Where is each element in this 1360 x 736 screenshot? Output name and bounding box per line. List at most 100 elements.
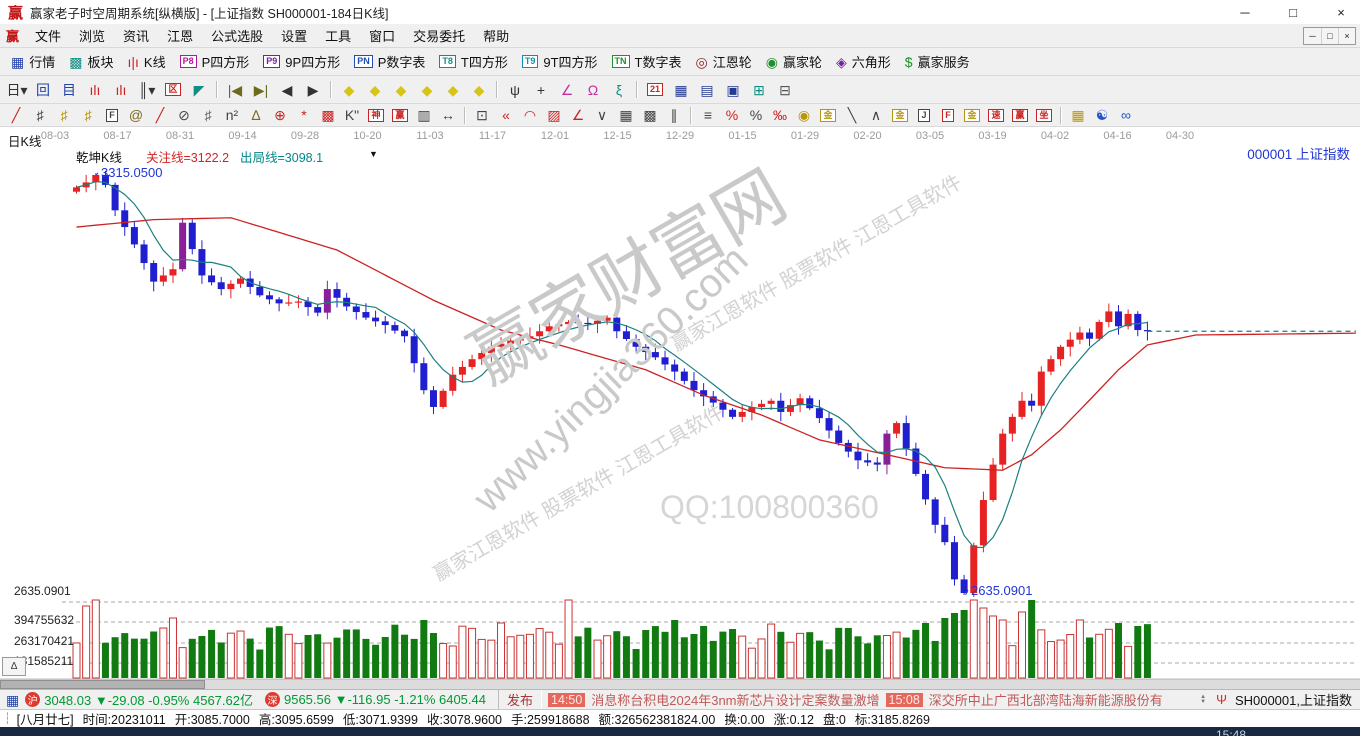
sectors-button[interactable]: ▩ 板块: [62, 50, 120, 73]
winner-wheel-button[interactable]: ◉ 赢家轮: [759, 50, 829, 73]
grid-box-red-icon[interactable]: ▨: [543, 106, 565, 124]
compass-tool-icon[interactable]: ⊕: [269, 106, 291, 124]
child-close-button[interactable]: ×: [1338, 28, 1355, 44]
quotes-button[interactable]: ▦ 行情: [4, 50, 62, 73]
taiji-icon[interactable]: ☯: [1091, 106, 1113, 124]
sit-angle-icon[interactable]: 坐: [1033, 106, 1055, 124]
p-number-table-button[interactable]: PN P数字表: [347, 50, 432, 73]
diamond-v-expand-icon[interactable]: ◆: [441, 79, 465, 100]
speed-angle-icon[interactable]: 速: [985, 106, 1007, 124]
kline-mode-icon[interactable]: 区: [161, 79, 185, 100]
grid-tool-icon[interactable]: ♯: [29, 106, 51, 124]
j-angle-icon[interactable]: J: [913, 106, 935, 124]
diamond-expand-all-icon[interactable]: ◆: [467, 79, 491, 100]
hexagon-button[interactable]: ◈ 六角形: [829, 50, 898, 73]
angle-measure-tool-icon[interactable]: ∠: [555, 79, 579, 100]
ruler-box-icon[interactable]: ▥: [413, 106, 435, 124]
grid-box-1-icon[interactable]: ▦: [615, 106, 637, 124]
fan-lines-icon[interactable]: «: [495, 106, 517, 124]
maximize-button[interactable]: □: [1289, 4, 1297, 20]
gann-wheel-button[interactable]: ◎ 江恩轮: [689, 50, 759, 73]
market-grid-icon[interactable]: ▦: [6, 691, 20, 708]
menu-item[interactable]: 窗口: [369, 29, 396, 44]
percent-7-icon[interactable]: %: [721, 106, 743, 124]
color-flag-icon[interactable]: ◤: [187, 79, 211, 100]
gold-circle-icon[interactable]: ◉: [793, 106, 815, 124]
diamond-h-expand-icon[interactable]: ◆: [415, 79, 439, 100]
period-day-dropdown-icon[interactable]: 日▾: [5, 79, 29, 100]
menu-item[interactable]: 文件: [35, 29, 62, 44]
fibo-list-icon[interactable]: ≡: [697, 106, 719, 124]
kline-button[interactable]: ı|ı K线: [121, 50, 173, 73]
v-lines-icon[interactable]: ∨: [591, 106, 613, 124]
diamond-left-icon[interactable]: ◆: [337, 79, 361, 100]
print-send-icon[interactable]: ⊟: [773, 79, 797, 100]
grid-box-2-icon[interactable]: ▩: [639, 106, 661, 124]
first-page-icon[interactable]: |◀: [223, 79, 247, 100]
hand-tool-icon[interactable]: ψ: [503, 79, 527, 100]
fibo-grid-icon[interactable]: F: [101, 106, 123, 124]
win-tool-icon[interactable]: 赢: [389, 106, 411, 124]
news-headline[interactable]: 消息称台积电2024年3nm新芯片设计定案数量激增: [591, 693, 880, 708]
pen-icon[interactable]: ╱: [5, 106, 27, 124]
kline-chart-canvas[interactable]: [0, 127, 1360, 679]
last-page-icon[interactable]: ▶|: [249, 79, 273, 100]
crosshair-tool-icon[interactable]: +: [529, 79, 553, 100]
grid-yellow-icon[interactable]: ▦: [1067, 106, 1089, 124]
p-square-button[interactable]: P8 P四方形: [173, 50, 257, 73]
pen-2-icon[interactable]: ╱: [149, 106, 171, 124]
menu-item[interactable]: 浏览: [79, 29, 106, 44]
diamond-right-icon[interactable]: ◆: [363, 79, 387, 100]
h-measure-icon[interactable]: ↔: [437, 106, 459, 124]
chart-hscrollbar[interactable]: [0, 679, 1360, 689]
menu-item[interactable]: 帮助: [483, 29, 510, 44]
news-headline[interactable]: 深交所中止广西北部湾陆海新能源股份有: [928, 693, 1163, 708]
shen-tool-icon[interactable]: 神: [365, 106, 387, 124]
t-square-button[interactable]: T8 T四方形: [432, 50, 514, 73]
gold-grid-1-icon[interactable]: ♯: [53, 106, 75, 124]
window-layout-icon[interactable]: 回: [31, 79, 55, 100]
gold-angle-icon[interactable]: 金: [961, 106, 983, 124]
save-icon[interactable]: ▣: [721, 79, 745, 100]
spiral-tool-icon[interactable]: @: [125, 106, 147, 124]
circle-grid-icon[interactable]: ⊘: [173, 106, 195, 124]
diamond-h-shrink-icon[interactable]: ◆: [389, 79, 413, 100]
arc-tool-icon[interactable]: ◠: [519, 106, 541, 124]
candle-style-dropdown-icon[interactable]: ║▾: [135, 79, 159, 100]
publish-label[interactable]: 发布: [498, 690, 543, 709]
calendar-icon[interactable]: 21: [643, 79, 667, 100]
gann-web-icon[interactable]: *: [293, 106, 315, 124]
menu-item[interactable]: 江恩: [167, 29, 194, 44]
cross-grid-icon[interactable]: ∧: [865, 106, 887, 124]
angle-marker-icon[interactable]: ∆: [245, 106, 267, 124]
info-panel-icon[interactable]: 目: [57, 79, 81, 100]
infinity-tool-icon[interactable]: ∞: [1115, 106, 1137, 124]
angle-lines-icon[interactable]: ∠: [567, 106, 589, 124]
gold-box-icon[interactable]: 金: [889, 106, 911, 124]
win-angle-icon[interactable]: 赢: [1009, 106, 1031, 124]
turn-pen-icon[interactable]: ╲: [841, 106, 863, 124]
gold-grid-2-icon[interactable]: ♯: [77, 106, 99, 124]
box-select-icon[interactable]: ⊡: [471, 106, 493, 124]
export-icon[interactable]: ⊞: [747, 79, 771, 100]
winner-service-button[interactable]: $ 赢家服务: [898, 50, 977, 73]
prev-bar-icon[interactable]: ◀: [275, 79, 299, 100]
menu-item[interactable]: 交易委托: [413, 29, 466, 44]
bars-9-icon[interactable]: ılı: [109, 79, 133, 100]
kline-chart-area[interactable]: 08-03 08-17 08-31 09-14 09-28 10-20 11-03 11-17…: [0, 127, 1360, 679]
minimize-button[interactable]: ─: [1240, 4, 1250, 20]
child-minimize-button[interactable]: ─: [1309, 31, 1316, 41]
chart-dropdown-icon[interactable]: ▼: [369, 149, 378, 159]
menu-item[interactable]: 工具: [325, 29, 352, 44]
cycle-tool-icon[interactable]: ξ: [607, 79, 631, 100]
menu-item[interactable]: 设置: [281, 29, 308, 44]
hscrollbar-thumb[interactable]: [0, 680, 205, 689]
f-angle-icon[interactable]: F: [937, 106, 959, 124]
n-square-tool-icon[interactable]: n²: [221, 106, 243, 124]
box-web-icon[interactable]: ▩: [317, 106, 339, 124]
ruler-grid-icon[interactable]: ♯: [197, 106, 219, 124]
next-bar-icon[interactable]: ▶: [301, 79, 325, 100]
ticker-spinner-icon[interactable]: ▲ ▼: [1200, 693, 1207, 705]
menu-item[interactable]: 资讯: [123, 29, 150, 44]
notes-icon[interactable]: ▤: [695, 79, 719, 100]
